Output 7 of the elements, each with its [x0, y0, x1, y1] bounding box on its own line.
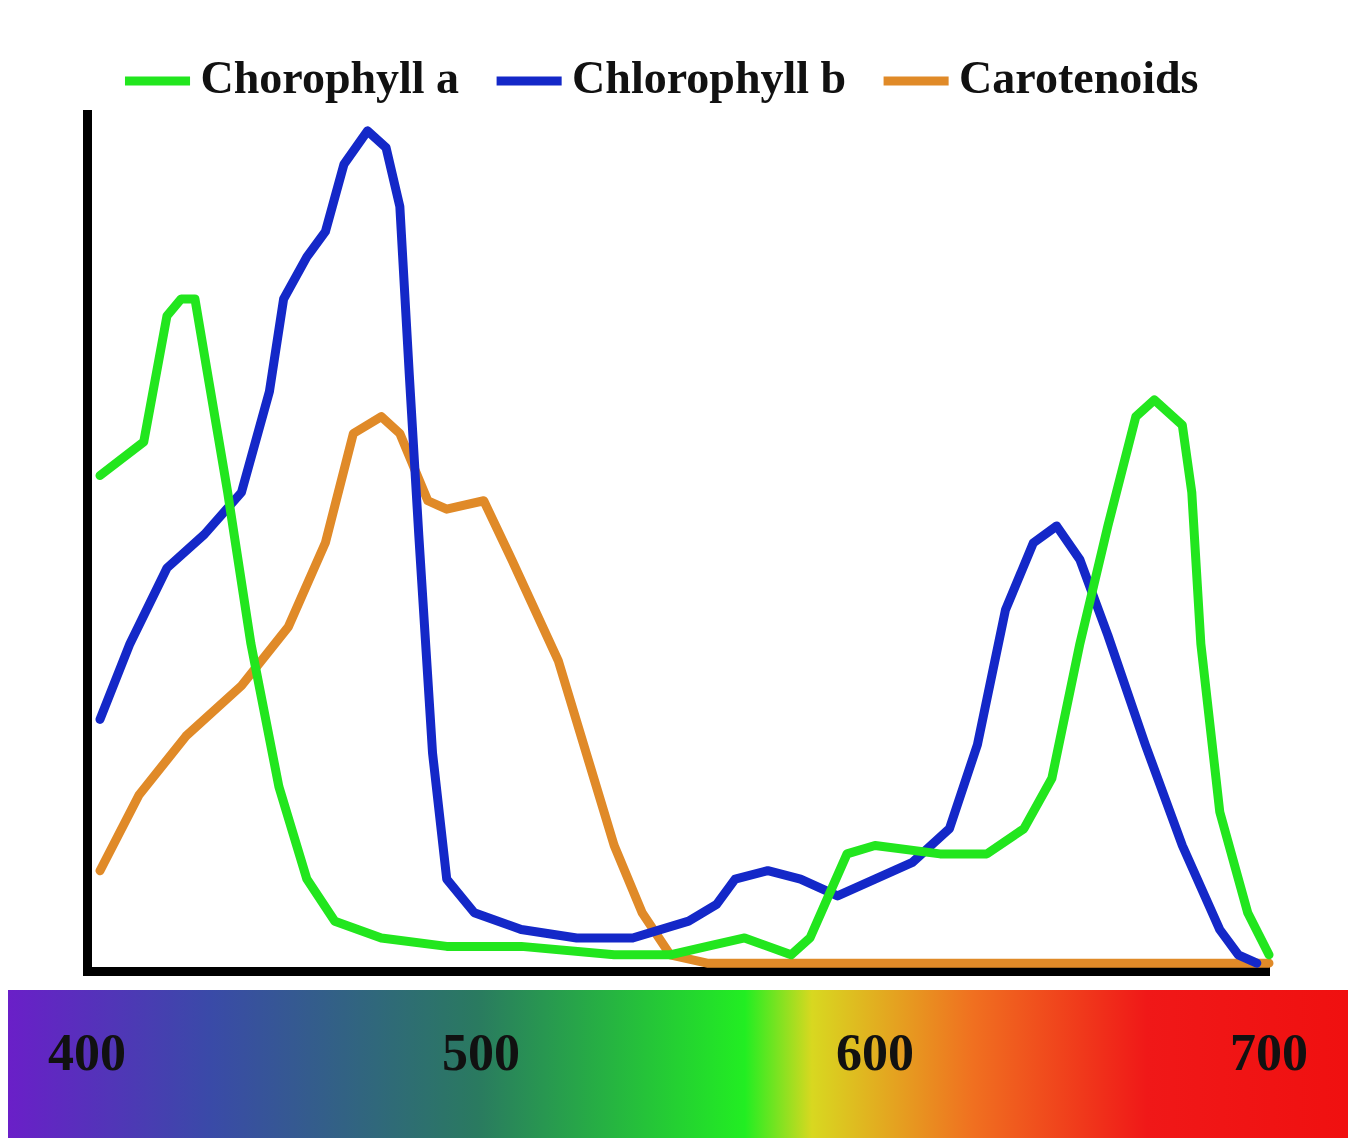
x-tick-label: 400 — [48, 1024, 126, 1082]
legend-label: Chorophyll a — [200, 51, 460, 103]
legend-label: Chlorophyll b — [572, 51, 847, 103]
x-tick-label: 700 — [1230, 1024, 1308, 1082]
x-tick-label: 600 — [836, 1024, 914, 1082]
x-tick-label: 500 — [442, 1024, 520, 1082]
legend-label: Carotenoids — [959, 51, 1199, 103]
